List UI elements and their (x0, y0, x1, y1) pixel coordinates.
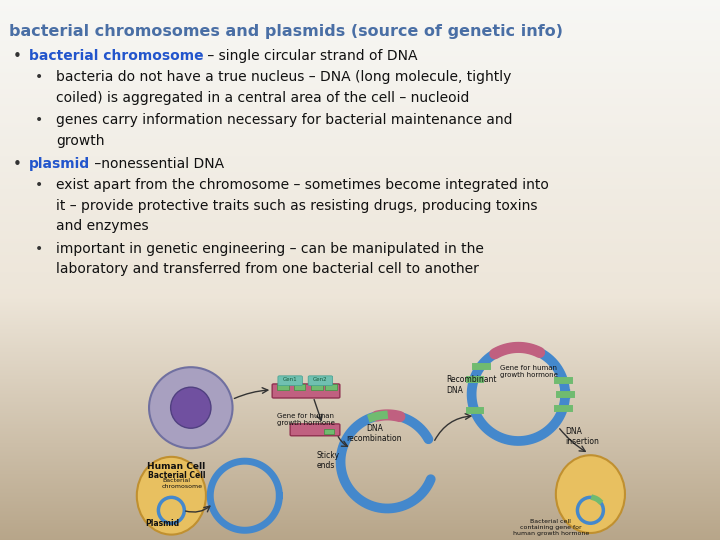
Text: –nonessential DNA: –nonessential DNA (90, 157, 224, 171)
Text: •: • (35, 70, 42, 84)
Text: Gene for human
growth hormone: Gene for human growth hormone (500, 364, 558, 377)
Text: bacterial chromosome: bacterial chromosome (29, 49, 204, 63)
Text: Recombinant
DNA: Recombinant DNA (446, 375, 497, 395)
Text: Gen1: Gen1 (283, 376, 297, 382)
Ellipse shape (171, 387, 211, 428)
FancyBboxPatch shape (277, 384, 289, 390)
FancyBboxPatch shape (272, 384, 340, 398)
FancyBboxPatch shape (324, 429, 334, 434)
Text: genes carry information necessary for bacterial maintenance and: genes carry information necessary for ba… (56, 113, 513, 127)
Text: – single circular strand of DNA: – single circular strand of DNA (204, 49, 418, 63)
Text: and enzymes: and enzymes (56, 219, 149, 233)
Text: Plasmid: Plasmid (145, 519, 179, 529)
Text: growth: growth (56, 134, 104, 148)
FancyBboxPatch shape (290, 424, 340, 436)
Text: Sticky
ends: Sticky ends (317, 451, 340, 470)
Text: bacteria do not have a true nucleus – DNA (long molecule, tightly: bacteria do not have a true nucleus – DN… (56, 70, 511, 84)
Text: •: • (13, 157, 22, 172)
Text: •: • (35, 242, 42, 256)
FancyBboxPatch shape (325, 384, 337, 390)
Ellipse shape (137, 457, 206, 535)
Text: bacterial chromosomes and plasmids (source of genetic info): bacterial chromosomes and plasmids (sour… (9, 24, 562, 39)
FancyBboxPatch shape (294, 384, 305, 390)
Text: laboratory and transferred from one bacterial cell to another: laboratory and transferred from one bact… (56, 262, 479, 276)
Text: plasmid: plasmid (29, 157, 90, 171)
Text: exist apart from the chromosome – sometimes become integrated into: exist apart from the chromosome – someti… (56, 178, 549, 192)
Ellipse shape (149, 367, 233, 448)
Text: Bacterial
chromosome: Bacterial chromosome (162, 478, 203, 489)
FancyBboxPatch shape (308, 376, 333, 386)
Text: DNA
recombination: DNA recombination (346, 424, 402, 443)
FancyBboxPatch shape (278, 376, 302, 386)
Text: it – provide protective traits such as resisting drugs, producing toxins: it – provide protective traits such as r… (56, 199, 538, 213)
Ellipse shape (556, 455, 625, 533)
FancyBboxPatch shape (311, 384, 323, 390)
Text: Gen2: Gen2 (313, 376, 328, 382)
Text: important in genetic engineering – can be manipulated in the: important in genetic engineering – can b… (56, 242, 484, 256)
Text: •: • (13, 49, 22, 64)
Text: •: • (35, 113, 42, 127)
Text: Gene for human
growth hormone: Gene for human growth hormone (277, 413, 335, 426)
Text: Human Cell: Human Cell (148, 462, 205, 471)
Text: Bacterial cell
containing gene for
human growth hormone: Bacterial cell containing gene for human… (513, 519, 589, 536)
Text: Bacterial Cell: Bacterial Cell (148, 471, 205, 480)
Text: •: • (35, 178, 42, 192)
Text: DNA
insertion: DNA insertion (565, 427, 599, 446)
Text: coiled) is aggregated in a central area of the cell – nucleoid: coiled) is aggregated in a central area … (56, 91, 469, 105)
